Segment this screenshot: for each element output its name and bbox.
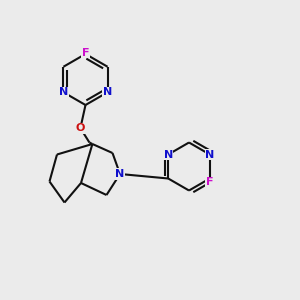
Text: N: N [103,87,112,97]
Text: F: F [82,48,89,58]
Text: N: N [116,169,124,179]
Text: N: N [59,87,68,97]
Text: N: N [164,149,173,160]
Text: F: F [206,177,214,187]
Text: O: O [76,123,85,133]
Text: N: N [205,149,214,160]
